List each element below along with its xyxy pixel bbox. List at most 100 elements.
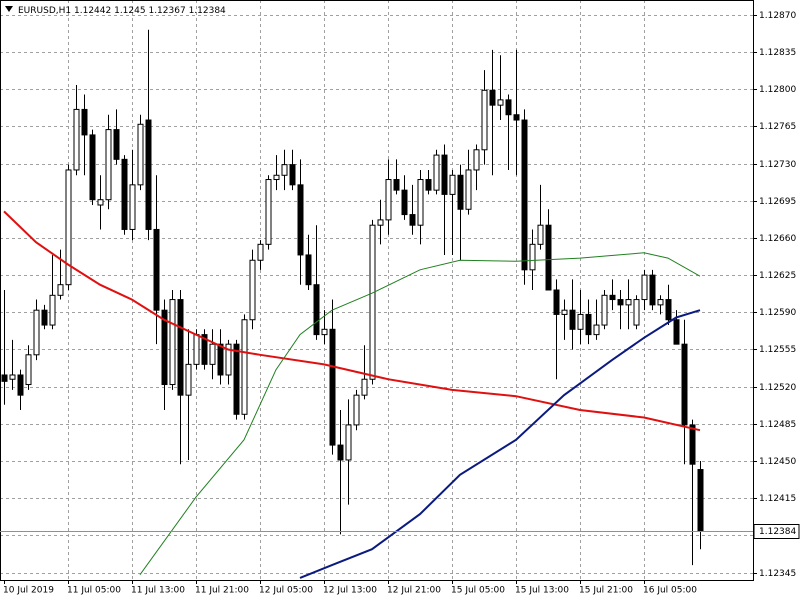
candle-body: [481, 89, 488, 151]
x-tick-label: 12 Jul 05:00: [259, 586, 313, 596]
candle-body: [513, 114, 520, 121]
candle-body: [433, 154, 440, 191]
y-tick-label: 1.12450: [759, 457, 796, 467]
candle-body: [177, 299, 184, 396]
x-tick-label: 11 Jul 13:00: [131, 586, 185, 596]
candle-body: [273, 174, 280, 181]
candle-body: [465, 169, 472, 210]
candle-body: [225, 343, 232, 376]
menu-arrow[interactable]: [5, 6, 13, 12]
candle-body: [281, 164, 288, 176]
candle-body: [113, 129, 120, 160]
x-tick-label: 10 Jul 2019: [3, 586, 54, 596]
x-tick-label: 15 Jul 13:00: [515, 586, 569, 596]
candle-body: [641, 274, 648, 301]
y-tick-label: 1.12695: [759, 197, 796, 207]
candle-body: [1, 374, 8, 382]
y-tick-label: 1.12415: [759, 494, 796, 504]
candle-body: [585, 313, 592, 336]
x-tick-label: 12 Jul 13:00: [323, 586, 377, 596]
x-tick-label: 11 Jul 21:00: [195, 586, 249, 596]
candle-body: [97, 199, 104, 206]
candle-body: [57, 284, 64, 296]
header-close: 1.12384: [189, 6, 226, 16]
candle-body: [41, 309, 48, 326]
candle-body: [425, 179, 432, 191]
candle-body: [121, 158, 128, 230]
candle-body: [193, 334, 200, 365]
candle-body: [377, 219, 384, 226]
candle-body: [569, 309, 576, 330]
candle-body: [553, 289, 560, 315]
candle-body: [313, 284, 320, 336]
candle-body: [537, 224, 544, 245]
candle-body: [401, 189, 408, 216]
candle-body: [497, 99, 504, 106]
candle-body: [153, 228, 160, 311]
y-tick-label: 1.12345: [759, 569, 796, 579]
y-tick-label: 1.12660: [759, 234, 796, 244]
candle-body: [185, 363, 192, 396]
candle-body: [649, 274, 656, 306]
candle-body: [305, 254, 312, 286]
y-tick-label: 1.12800: [759, 85, 796, 95]
moving-average: [3, 210, 701, 432]
candle-body: [417, 179, 424, 226]
x-tick-label: 12 Jul 21:00: [387, 586, 441, 596]
candle-body: [345, 424, 352, 461]
y-tick-label: 1.12625: [759, 271, 796, 281]
candle-body: [241, 319, 248, 415]
candle-body: [297, 184, 304, 256]
symbol: EURUSD,H1: [18, 6, 71, 16]
candle-body: [265, 179, 272, 245]
candle-body: [137, 123, 144, 186]
candle-body: [73, 108, 80, 171]
candle-body: [441, 154, 448, 195]
candle-body: [665, 299, 672, 321]
candle-body: [681, 343, 688, 426]
plot-frame: [0, 0, 754, 581]
candle-body: [321, 328, 328, 336]
y-tick-label: 1.12765: [759, 122, 796, 132]
price-label-box: [753, 524, 800, 539]
candle-body: [89, 134, 96, 201]
candle-body: [129, 184, 136, 230]
candle-body: [257, 243, 264, 261]
candle-body: [201, 334, 208, 365]
candle-body: [353, 394, 360, 426]
price-label: 1.12384: [759, 527, 796, 537]
candle-body: [361, 378, 368, 396]
candle-body: [249, 259, 256, 321]
candle-body: [49, 294, 56, 326]
x-tick-label: 11 Jul 05:00: [67, 586, 121, 596]
candle-body: [9, 374, 16, 380]
x-tick-label: 15 Jul 05:00: [451, 586, 505, 596]
candle-body: [337, 444, 344, 461]
x-tick-label: 15 Jul 21:00: [579, 586, 633, 596]
candle-body: [577, 313, 584, 330]
candle-body: [409, 214, 416, 226]
candle-body: [145, 119, 152, 230]
candle-body: [489, 89, 496, 106]
candle-body: [521, 119, 528, 271]
candle-body: [209, 343, 216, 365]
candle-body: [169, 299, 176, 386]
chart-header: EURUSD,H1 1.12442 1.1245 1.12367 1.12384: [18, 6, 226, 16]
candle-body: [217, 343, 224, 376]
candle-body: [25, 354, 32, 386]
moving-average: [139, 252, 701, 575]
y-tick-label: 1.12555: [759, 345, 796, 355]
candle-body: [505, 99, 512, 116]
candle-body: [473, 149, 480, 171]
candle-body: [673, 319, 680, 345]
candle-body: [233, 343, 240, 415]
candle-body: [545, 224, 552, 291]
candle-body: [617, 299, 624, 306]
moving-average: [299, 309, 701, 579]
candle-body: [105, 129, 112, 201]
y-tick-label: 1.12835: [759, 48, 796, 58]
x-tick-label: 16 Jul 05:00: [643, 586, 697, 596]
candle-body: [657, 299, 664, 306]
